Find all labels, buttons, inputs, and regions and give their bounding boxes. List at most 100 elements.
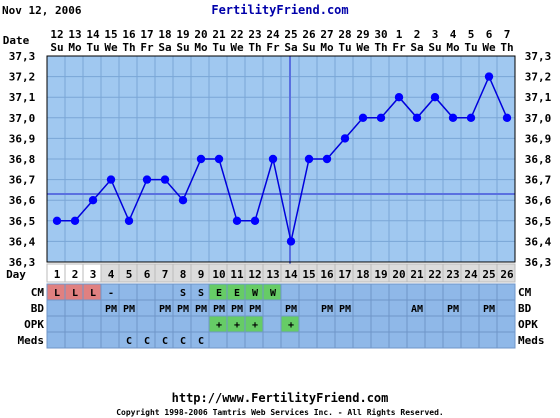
weekday-label: Fr [392,41,406,54]
weekday-label: Th [122,41,135,54]
meds-cell [478,331,498,349]
day-number: 8 [180,268,187,281]
opk-cell [442,315,462,333]
day-number: 23 [446,268,459,281]
y-tick-right: 36,5 [525,215,552,228]
day-number: 1 [54,268,61,281]
bd-value: AM [411,304,423,315]
meds-cell [370,331,390,349]
temperature-point [124,216,134,225]
bd-value: PM [231,304,243,315]
weekday-label: Sa [410,41,423,54]
date-number: 15 [104,28,117,41]
temperature-point [394,93,404,102]
date-number: 27 [320,28,333,41]
weekday-label: Th [500,41,513,54]
temperature-point [322,154,332,164]
bd-cell [370,299,390,317]
y-tick-right: 37,3 [525,50,552,63]
weekday-label: Tu [212,41,225,54]
weekday-label: Mo [68,41,82,54]
weekday-label: Fr [266,41,280,54]
cm-cell [154,283,174,301]
meds-cell [208,331,228,349]
temperature-point [196,154,206,164]
y-tick-left: 36,3 [9,256,36,269]
y-tick-left: 37,3 [9,50,36,63]
y-tick-left: 36,9 [9,132,36,145]
meds-cell [406,331,426,349]
temperature-point [250,216,260,225]
day-number: 5 [126,268,133,281]
date-number: 19 [176,28,189,41]
weekday-label: Su [50,41,63,54]
cm-cell [460,283,480,301]
date-number: 22 [230,28,243,41]
meds-cell [496,331,516,349]
temperature-point [286,237,296,246]
opk-row-label: OPK [24,318,44,331]
day-number: 18 [356,268,369,281]
date-number: 14 [86,28,100,41]
temperature-point [268,154,278,164]
date-number: 21 [212,28,226,41]
opk-cell [172,315,192,333]
bd-cell [262,299,282,317]
meds-cell [298,331,318,349]
day-number: 6 [144,268,151,281]
date-number: 7 [504,28,511,41]
day-number: 13 [266,268,279,281]
bd-value: PM [249,304,261,315]
y-tick-right: 36,4 [525,235,552,248]
meds-cell [334,331,354,349]
site-title: FertilityFriend.com [211,3,348,17]
opk-cell [370,315,390,333]
weekday-label: Su [428,41,441,54]
date-number: 16 [122,28,136,41]
day-number: 12 [248,268,261,281]
day-number: 17 [338,268,351,281]
opk-cell [118,315,138,333]
y-tick-right: 36,9 [525,132,552,145]
cm-value: E [216,288,222,299]
day-number: 9 [198,268,205,281]
day-number: 11 [230,268,244,281]
day-number: 26 [500,268,514,281]
meds-value: C [180,336,186,347]
y-tick-right: 37,0 [525,112,552,125]
y-tick-left: 36,5 [9,215,36,228]
cm-value: L [72,288,78,299]
bd-value: PM [285,304,297,315]
day-number: 21 [410,268,424,281]
bd-value: PM [339,304,351,315]
bd-value: PM [159,304,171,315]
temperature-point [376,113,386,123]
opk-cell [406,315,426,333]
weekday-label: Sa [284,41,297,54]
meds-cell [262,331,282,349]
y-tick-right: 36,7 [525,174,552,187]
weekday-label: Tu [464,41,477,54]
meds-cell [226,331,246,349]
date-number: 24 [266,28,280,41]
cm-row-label-right: CM [518,286,532,299]
day-number: 20 [392,268,405,281]
meds-row-label: Meds [18,334,45,347]
opk-value: + [234,320,240,331]
bd-cell [496,299,516,317]
meds-value: C [162,336,168,347]
date-row-label: Date [3,34,30,47]
weekday-label: Mo [194,41,208,54]
temperature-point [484,72,494,81]
bd-cell [388,299,408,317]
temperature-point [88,196,98,205]
temperature-point [178,196,188,205]
opk-cell [154,315,174,333]
y-tick-right: 37,2 [525,71,552,84]
temperature-point [448,113,458,123]
y-tick-left: 37,0 [9,112,36,125]
temperature-line [57,74,508,242]
temperature-point [466,113,476,123]
